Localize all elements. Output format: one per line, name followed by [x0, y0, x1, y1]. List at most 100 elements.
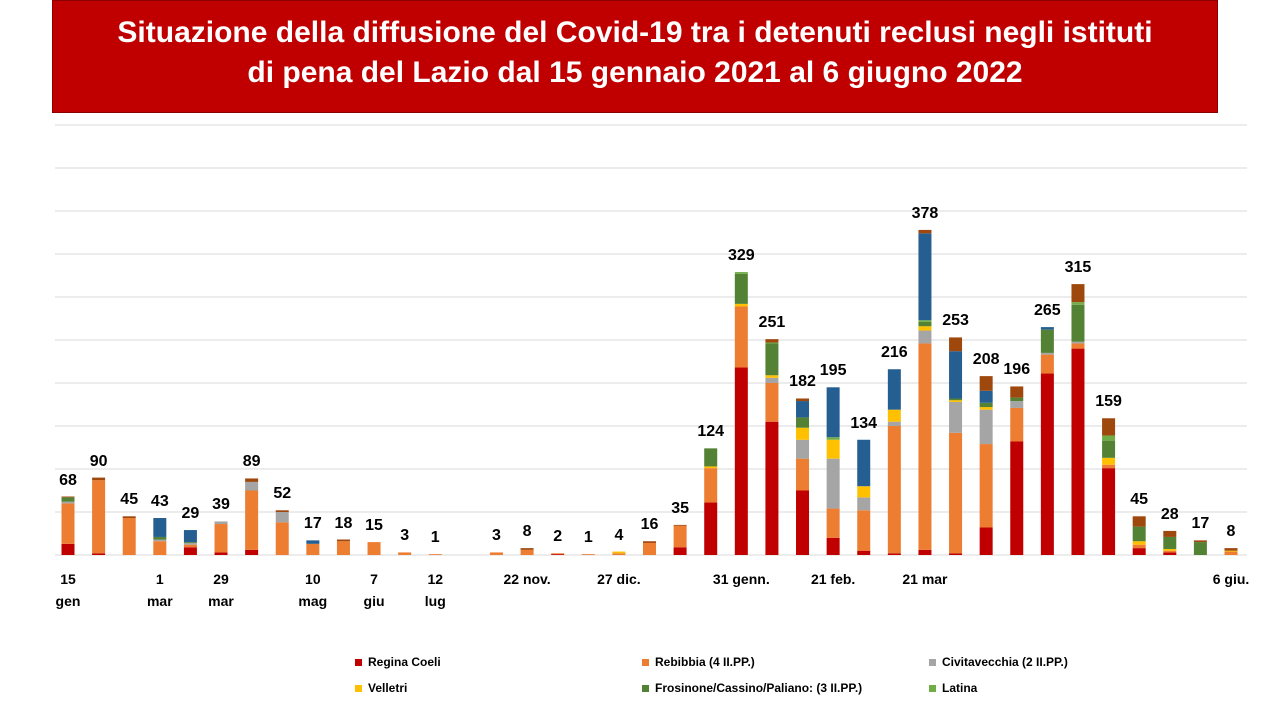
- bar-segment: [918, 549, 932, 555]
- bar-segment: [153, 539, 167, 542]
- x-tick-label: 21 feb.: [810, 571, 856, 587]
- bar-segment: [1163, 552, 1177, 555]
- total-label: 39: [212, 496, 230, 514]
- total-label: 16: [640, 516, 659, 534]
- legend-label: Rebibbia (4 II.PP.): [655, 655, 755, 669]
- bar-segment: [92, 480, 106, 554]
- bar-segment: [918, 321, 932, 327]
- total-label: 134: [850, 414, 878, 432]
- bar-segment: [857, 439, 871, 487]
- bar-segment: [61, 543, 75, 555]
- bar-segment: [949, 553, 963, 555]
- bar-segment: [949, 337, 963, 352]
- bar-segment: [796, 439, 810, 459]
- bar-segment: [1071, 284, 1085, 303]
- total-label: 17: [303, 515, 322, 533]
- x-tick-label: 6 giu.: [1212, 571, 1250, 587]
- legend-item: Regina Coeli: [355, 655, 441, 669]
- bar-segment: [1102, 440, 1116, 458]
- x-tick-label: 22 nov.: [503, 571, 551, 587]
- x-tick-label: 27 dic.: [597, 571, 641, 587]
- bar-segment: [949, 351, 963, 399]
- bar-segment: [1071, 341, 1085, 344]
- bar-segment: [1193, 540, 1207, 543]
- bar-segment: [1102, 457, 1116, 465]
- total-label: 2: [553, 528, 563, 546]
- bar-segment: [949, 401, 963, 433]
- x-tick-label: 29 mar: [208, 571, 234, 609]
- legend-label: Frosinone/Cassino/Paliano: (3 II.PP.): [655, 681, 863, 695]
- x-tick-label: 21 mar: [902, 571, 948, 587]
- bar-segment: [1193, 542, 1207, 555]
- bar-segment: [183, 530, 197, 543]
- bar-segment: [92, 553, 106, 555]
- bar-segment: [1132, 526, 1146, 542]
- legend-item: Frosinone/Cassino/Paliano: (3 II.PP.): [642, 681, 862, 695]
- x-tick-label: 12 lug: [424, 571, 446, 609]
- total-label: 4: [614, 526, 624, 544]
- bar-segment: [1040, 329, 1054, 353]
- total-label: 3: [492, 527, 501, 545]
- total-label: 68: [59, 471, 77, 489]
- bar-segment: [826, 458, 840, 509]
- bar-segment: [1010, 407, 1024, 442]
- legend-label: Velletri: [368, 681, 408, 695]
- bar-segment: [520, 549, 534, 555]
- bar-segment: [1102, 435, 1116, 441]
- bar-segment: [918, 343, 932, 550]
- bar-segment: [1040, 354, 1054, 374]
- x-tick-label: 10 mag: [298, 571, 328, 609]
- legend-swatch: [355, 658, 362, 666]
- legend-item: Civitavecchia (2 II.PP.): [929, 655, 1068, 669]
- total-label: 251: [758, 314, 786, 332]
- bar-segment: [826, 387, 840, 438]
- bar-segment: [1132, 541, 1146, 545]
- bar-segment: [734, 367, 748, 555]
- bar-segment: [153, 541, 167, 555]
- total-label: 1: [430, 529, 440, 547]
- bar-segment: [428, 554, 442, 555]
- bar-segment: [1102, 468, 1116, 555]
- bar-segment: [520, 548, 534, 550]
- bar-segment: [1224, 551, 1238, 555]
- bar-segment: [1163, 550, 1177, 553]
- legend-swatch: [642, 658, 649, 666]
- total-label: 17: [1191, 515, 1210, 533]
- total-label: 159: [1095, 393, 1122, 411]
- bar-segment: [734, 303, 748, 307]
- total-label: 253: [942, 312, 969, 330]
- total-label: 3: [400, 527, 410, 545]
- bar-segment: [765, 421, 779, 555]
- bar-segment: [367, 542, 381, 555]
- bar-segment: [1071, 302, 1085, 305]
- legend-label: Latina: [942, 681, 978, 695]
- total-label: 90: [89, 452, 108, 470]
- legend-item: Rebibbia (4 II.PP.): [642, 655, 755, 669]
- bar-segment: [275, 522, 289, 555]
- bar-segment: [826, 537, 840, 555]
- legend-item: Velletri: [355, 681, 407, 695]
- bar-segment: [673, 547, 687, 555]
- chart-title: Situazione della diffusione del Covid-19…: [52, 0, 1218, 113]
- bar-segment: [245, 478, 259, 482]
- legend-swatch: [642, 684, 649, 692]
- bar-segment: [979, 409, 993, 445]
- total-label: 45: [1130, 491, 1149, 509]
- x-tick-label: 1 mar: [146, 571, 173, 609]
- bar-segment: [704, 448, 718, 467]
- bar-segment: [734, 272, 748, 274]
- total-label: 315: [1064, 259, 1092, 277]
- bar-segment: [336, 541, 350, 555]
- total-label: 195: [819, 362, 847, 380]
- bar-segment: [1040, 352, 1054, 355]
- legend-swatch: [355, 684, 362, 692]
- bar-segment: [979, 527, 993, 555]
- bar-segment: [1132, 516, 1146, 527]
- bar-segment: [857, 550, 871, 555]
- total-label: 8: [1226, 523, 1236, 541]
- total-label: 216: [880, 344, 908, 362]
- total-label: 329: [727, 247, 755, 265]
- bar-segment: [551, 553, 565, 555]
